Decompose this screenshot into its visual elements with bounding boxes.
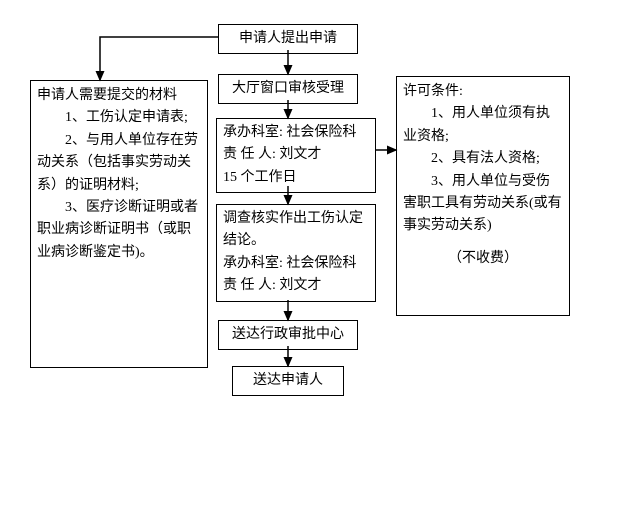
node-investigate: 调查核实作出工伤认定结论。 承办科室: 社会保险科 责 任 人: 刘文才 [216, 204, 376, 302]
conditions-item2: 2、具有法人资格; [403, 148, 563, 170]
node-department: 承办科室: 社会保险科 责 任 人: 刘文才 15 个工作日 [216, 118, 376, 193]
node-materials: 申请人需要提交的材料 1、工伤认定申请表; 2、与用人单位存在劳动关系（包括事实… [30, 80, 208, 368]
node-deliver-applicant: 送达申请人 [232, 366, 344, 396]
node-accept-text: 大厅窗口审核受理 [232, 81, 344, 96]
investigate-line3: 责 任 人: 刘文才 [223, 275, 369, 297]
deliver-applicant-text: 送达申请人 [253, 373, 323, 388]
deliver-center-text: 送达行政审批中心 [232, 327, 344, 342]
conditions-item1: 1、用人单位须有执业资格; [403, 103, 563, 148]
node-deliver-center: 送达行政审批中心 [218, 320, 358, 350]
node-conditions: 许可条件: 1、用人单位须有执业资格; 2、具有法人资格; 3、用人单位与受伤害… [396, 76, 570, 316]
dept-line3: 15 个工作日 [223, 167, 369, 189]
investigate-line2: 承办科室: 社会保险科 [223, 253, 369, 275]
investigate-line1: 调查核实作出工伤认定结论。 [223, 208, 369, 253]
node-start: 申请人提出申请 [218, 24, 358, 54]
node-start-text: 申请人提出申请 [239, 31, 337, 46]
materials-item3: 3、医疗诊断证明或者职业病诊断证明书（或职业病诊断鉴定书)。 [37, 197, 201, 264]
materials-item1: 1、工伤认定申请表; [37, 107, 201, 129]
node-accept: 大厅窗口审核受理 [218, 74, 358, 104]
conditions-title: 许可条件: [403, 81, 563, 103]
conditions-note: （不收费） [403, 248, 563, 270]
conditions-item3: 3、用人单位与受伤害职工具有劳动关系(或有事实劳动关系) [403, 171, 563, 238]
materials-title: 申请人需要提交的材料 [37, 85, 201, 107]
materials-item2: 2、与用人单位存在劳动关系（包括事实劳动关系）的证明材料; [37, 130, 201, 197]
dept-line2: 责 任 人: 刘文才 [223, 144, 369, 166]
dept-line1: 承办科室: 社会保险科 [223, 122, 369, 144]
